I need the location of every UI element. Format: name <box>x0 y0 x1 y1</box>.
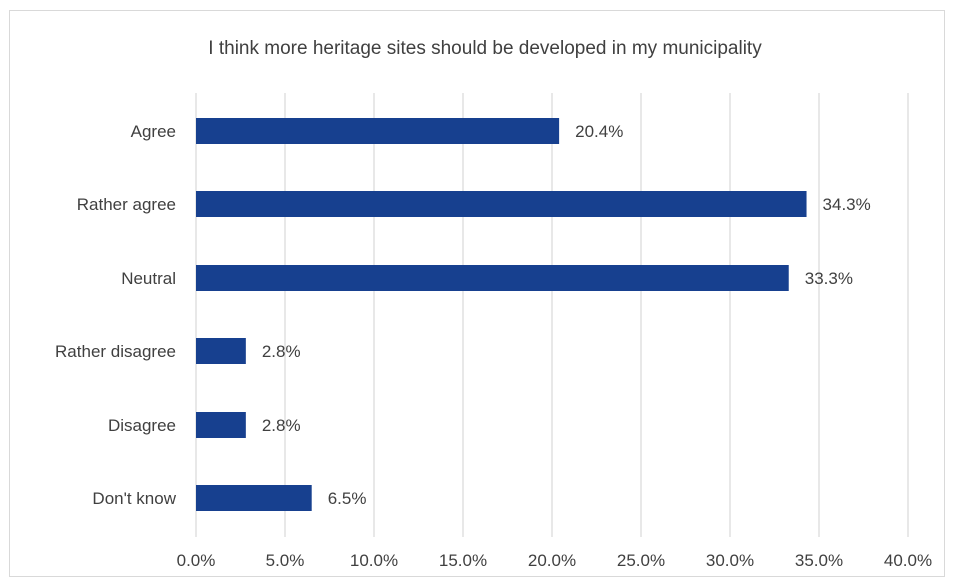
gridlines <box>195 93 909 537</box>
x-tick-label: 10.0% <box>350 551 398 570</box>
category-label: Neutral <box>121 269 176 288</box>
value-label: 20.4% <box>575 122 623 141</box>
value-label: 2.8% <box>262 342 301 361</box>
bar <box>196 191 807 217</box>
value-label: 34.3% <box>823 195 871 214</box>
category-label: Don't know <box>92 489 176 508</box>
x-tick-label: 30.0% <box>706 551 754 570</box>
x-tick-label: 40.0% <box>884 551 932 570</box>
bar <box>196 118 560 144</box>
labels: 0.0% 5.0% 10.0% 15.0% 20.0% 25.0% 30.0% 35.0% 40… <box>55 122 932 570</box>
bar <box>196 338 246 364</box>
value-label: 33.3% <box>805 269 853 288</box>
x-tick-label: 25.0% <box>617 551 665 570</box>
bar <box>196 265 789 291</box>
category-label: Rather disagree <box>55 342 176 361</box>
category-label: Rather agree <box>77 195 176 214</box>
category-label: Disagree <box>108 416 176 435</box>
x-tick-label: 35.0% <box>795 551 843 570</box>
x-tick-label: 0.0% <box>177 551 216 570</box>
value-label: 2.8% <box>262 416 301 435</box>
chart-frame <box>9 10 945 577</box>
x-tick-label: 20.0% <box>528 551 576 570</box>
bar <box>196 412 246 438</box>
value-label: 6.5% <box>328 489 367 508</box>
category-label: Agree <box>131 122 176 141</box>
x-tick-label: 15.0% <box>439 551 487 570</box>
x-tick-label: 5.0% <box>266 551 305 570</box>
chart-title: I think more heritage sites should be de… <box>208 38 762 59</box>
bars <box>196 118 807 511</box>
bar <box>196 485 312 511</box>
